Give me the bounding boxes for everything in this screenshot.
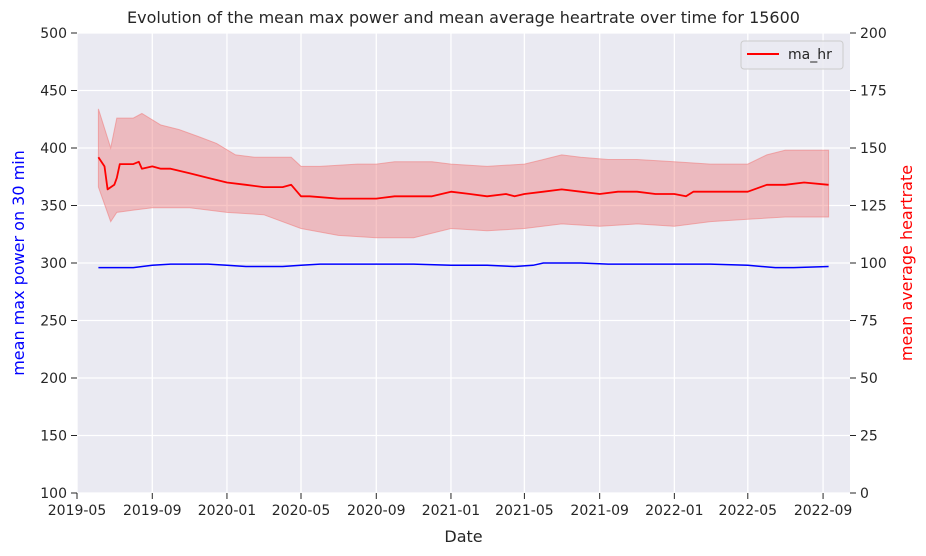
series-layer (97, 156, 829, 269)
x-tick-label: 2022-09 (794, 503, 853, 519)
x-tick-label: 2020-01 (198, 503, 257, 519)
x-tick-label: 2022-01 (645, 503, 704, 519)
x-tick-label: 2020-05 (272, 503, 331, 519)
legend-entry-ma-hr: ma_hr (788, 47, 832, 63)
y-left-tick-label: 450 (40, 84, 67, 100)
x-tick-label: 2022-05 (719, 503, 778, 519)
y-right-tick-label: 50 (860, 371, 878, 387)
y-right-tick-label: 25 (860, 429, 878, 445)
legend: ma_hr (740, 40, 844, 70)
y-right-tick-label: 0 (860, 486, 869, 502)
heartrate-band-layer (97, 108, 830, 239)
y-left-tick-label: 350 (40, 199, 67, 215)
y-axis-left-label: mean max power on 30 min (9, 150, 28, 376)
y-left-tick-label: 250 (40, 314, 67, 330)
heartrate-line (97, 156, 829, 200)
x-axis-label: Date (444, 527, 482, 546)
y-left-tick-label: 150 (40, 429, 67, 445)
y-right-tick-label: 200 (860, 26, 887, 42)
chart-title: Evolution of the mean max power and mean… (127, 8, 800, 27)
x-tick-label: 2019-09 (123, 503, 182, 519)
y-left-tick-label: 400 (40, 141, 67, 157)
y-right-tick-label: 125 (860, 199, 887, 215)
x-tick-label: 2021-05 (495, 503, 554, 519)
x-tick-label: 2020-09 (347, 503, 406, 519)
legend-box (740, 40, 844, 70)
x-tick-label: 2019-05 (48, 503, 107, 519)
heartrate-confidence-band (97, 108, 830, 239)
y-left-tick-label: 100 (40, 486, 67, 502)
x-tick-label: 2021-09 (570, 503, 629, 519)
x-tick-label: 2021-01 (422, 503, 481, 519)
y-left-tick-label: 200 (40, 371, 67, 387)
y-axis-right-label: mean average heartrate (897, 165, 916, 361)
max-power-line (98, 262, 829, 269)
axes-layer: 100 150 200 250 300 350 400 450 500 0 25 50 75 100 125… (40, 26, 886, 519)
y-left-tick-label: 300 (40, 256, 67, 272)
y-right-tick-label: 100 (860, 256, 887, 272)
y-right-tick-label: 75 (860, 314, 878, 330)
y-left-tick-label: 500 (40, 26, 67, 42)
y-right-tick-label: 150 (860, 141, 887, 157)
y-right-tick-label: 175 (860, 84, 887, 100)
